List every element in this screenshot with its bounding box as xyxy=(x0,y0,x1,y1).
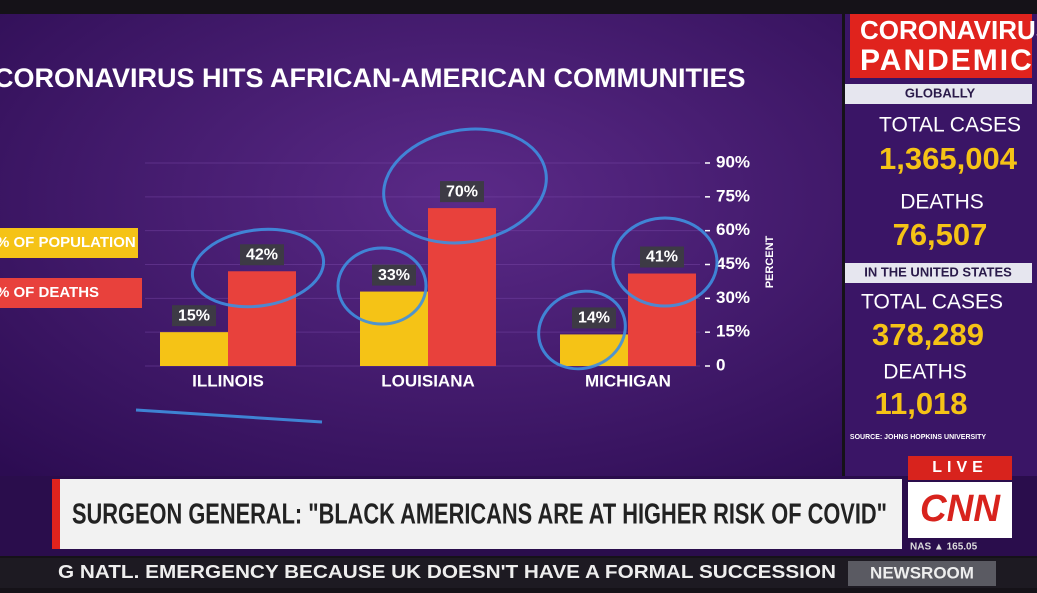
sidebar-header: CORONAVIRUS xyxy=(860,15,1037,45)
heading-bg xyxy=(845,84,1032,104)
x-tick-label: MICHIGAN xyxy=(585,371,671,390)
logo-box xyxy=(908,482,1012,538)
value-label: 33% xyxy=(378,267,410,284)
bar xyxy=(228,271,296,366)
bar xyxy=(628,273,696,366)
banner-accent xyxy=(52,479,60,549)
value-label-bg xyxy=(172,305,216,327)
network-logo: CNN xyxy=(920,488,1002,530)
bar xyxy=(160,332,228,366)
value-label-bg xyxy=(372,264,416,286)
value-label: 41% xyxy=(646,249,678,266)
annotation-circle xyxy=(190,227,326,309)
annotation-circle xyxy=(382,127,548,245)
value-label-bg xyxy=(440,181,484,203)
x-tick-label: LOUISIANA xyxy=(381,371,475,390)
ticker-text: G NATL. EMERGENCY BECAUSE UK DOESN'T HAV… xyxy=(58,562,836,582)
legend-label: % OF DEATHS xyxy=(0,284,99,301)
section-label: NEWSROOM xyxy=(870,563,974,582)
y-tick-label: 75% xyxy=(716,186,750,205)
stat-label: TOTAL CASES xyxy=(861,291,1003,314)
section-box xyxy=(848,561,996,586)
live-label: LIVE xyxy=(932,459,988,476)
annotation-underline xyxy=(135,408,323,424)
value-label-bg xyxy=(572,307,616,329)
stat-label: DEATHS xyxy=(900,191,984,214)
annotation-circle xyxy=(336,246,428,326)
y-tick-label: 30% xyxy=(716,288,750,307)
sidebar-header-bg xyxy=(850,14,1032,78)
stat-value: 1,365,004 xyxy=(879,141,1018,176)
stat-value: 76,507 xyxy=(893,217,988,252)
heading-bg xyxy=(845,263,1032,283)
bar xyxy=(428,208,496,366)
value-label: 70% xyxy=(446,183,478,200)
value-label-bg xyxy=(640,246,684,268)
bar xyxy=(360,291,428,366)
headline: SURGEON GENERAL: "BLACK AMERICANS ARE AT… xyxy=(72,499,887,531)
annotation-circle xyxy=(611,216,719,308)
y-tick-label: 45% xyxy=(716,254,750,273)
legend-swatch xyxy=(0,228,138,258)
y-tick-label: 15% xyxy=(716,322,750,341)
source: SOURCE: JOHNS HOPKINS UNIVERSITY xyxy=(850,434,986,441)
stat-label: DEATHS xyxy=(883,361,967,384)
value-label-bg xyxy=(240,244,284,266)
value-label: 42% xyxy=(246,246,278,263)
value-label: 14% xyxy=(578,310,610,327)
y-axis-label: PERCENT xyxy=(764,235,776,288)
chart-panel xyxy=(0,14,842,476)
legend-swatch xyxy=(0,278,142,308)
y-tick-label: 90% xyxy=(716,152,750,171)
stat-label: TOTAL CASES xyxy=(879,114,1021,137)
y-tick-label: 60% xyxy=(716,220,750,239)
y-tick-label: 0 xyxy=(716,355,725,374)
legend-label: % OF POPULATION xyxy=(0,234,136,251)
annotation-circle xyxy=(537,289,627,371)
sidebar-heading: GLOBALLY xyxy=(905,85,976,100)
banner-box xyxy=(52,479,902,549)
chart-title: CORONAVIRUS HITS AFRICAN-AMERICAN COMMUN… xyxy=(0,63,745,93)
live-box xyxy=(908,456,1012,480)
value-label: 15% xyxy=(178,307,210,324)
sidebar-header: PANDEMIC xyxy=(860,44,1034,77)
hand-annotations xyxy=(135,127,719,424)
sidebar-heading: IN THE UNITED STATES xyxy=(864,264,1012,279)
stat-value: 378,289 xyxy=(872,317,984,352)
market: NAS ▲ 165.05 xyxy=(910,542,978,553)
stat-value: 11,018 xyxy=(874,386,967,421)
x-tick-label: ILLINOIS xyxy=(192,371,264,390)
